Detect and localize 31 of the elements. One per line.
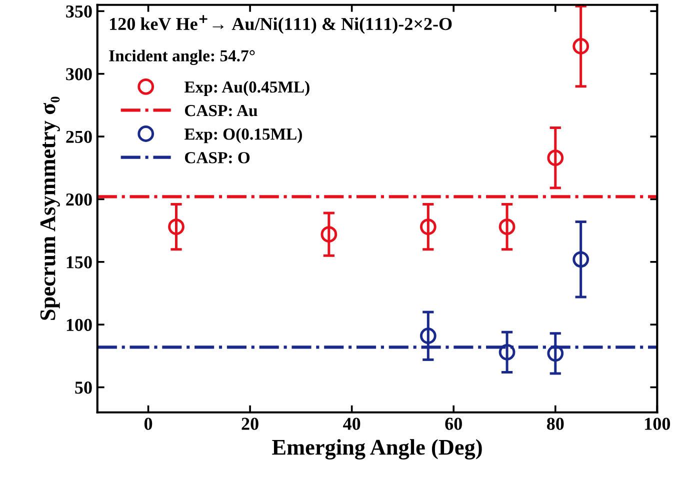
point xyxy=(572,251,590,268)
y-tick-label: 300 xyxy=(66,68,92,80)
point xyxy=(168,218,184,235)
y-tick-label: 100 xyxy=(66,318,92,332)
y-axis-title: Specrum Asymmetry σ₀ xyxy=(40,96,60,320)
x-axis-title: Emerging Angle (Deg) xyxy=(272,439,482,460)
legend-label: Exp: O(0.15ML) xyxy=(184,128,302,144)
x-tick-label: 60 xyxy=(445,418,462,430)
point xyxy=(547,345,564,362)
legend-label: CASP: O xyxy=(184,152,250,164)
x-tick-label: 20 xyxy=(242,418,258,430)
point xyxy=(320,226,338,243)
point xyxy=(420,328,436,344)
y-tick-label: 200 xyxy=(66,193,92,206)
x-tick-label: 40 xyxy=(343,418,360,430)
point xyxy=(498,344,516,360)
point xyxy=(420,218,436,235)
point xyxy=(498,218,516,235)
x-tick-label: 100 xyxy=(645,418,670,430)
legend-label: CASP: Au xyxy=(184,105,258,116)
legend-label: Exp: Au(0.45ML) xyxy=(184,80,310,96)
y-tick-label: 50 xyxy=(75,382,92,394)
x-tick-label: 0 xyxy=(144,418,152,430)
point xyxy=(572,38,590,54)
point xyxy=(547,150,564,166)
y-tick-label: 250 xyxy=(66,130,92,143)
annotation: Incident angle: 54.7° xyxy=(109,50,255,65)
y-tick-label: 150 xyxy=(66,256,92,268)
x-tick-label: 80 xyxy=(546,418,564,430)
y-tick-label: 350 xyxy=(66,5,92,18)
annotation: 120 keV He$^{+}$→ Au/Ni(111) & Ni(111)-2×2-O xyxy=(110,15,452,34)
